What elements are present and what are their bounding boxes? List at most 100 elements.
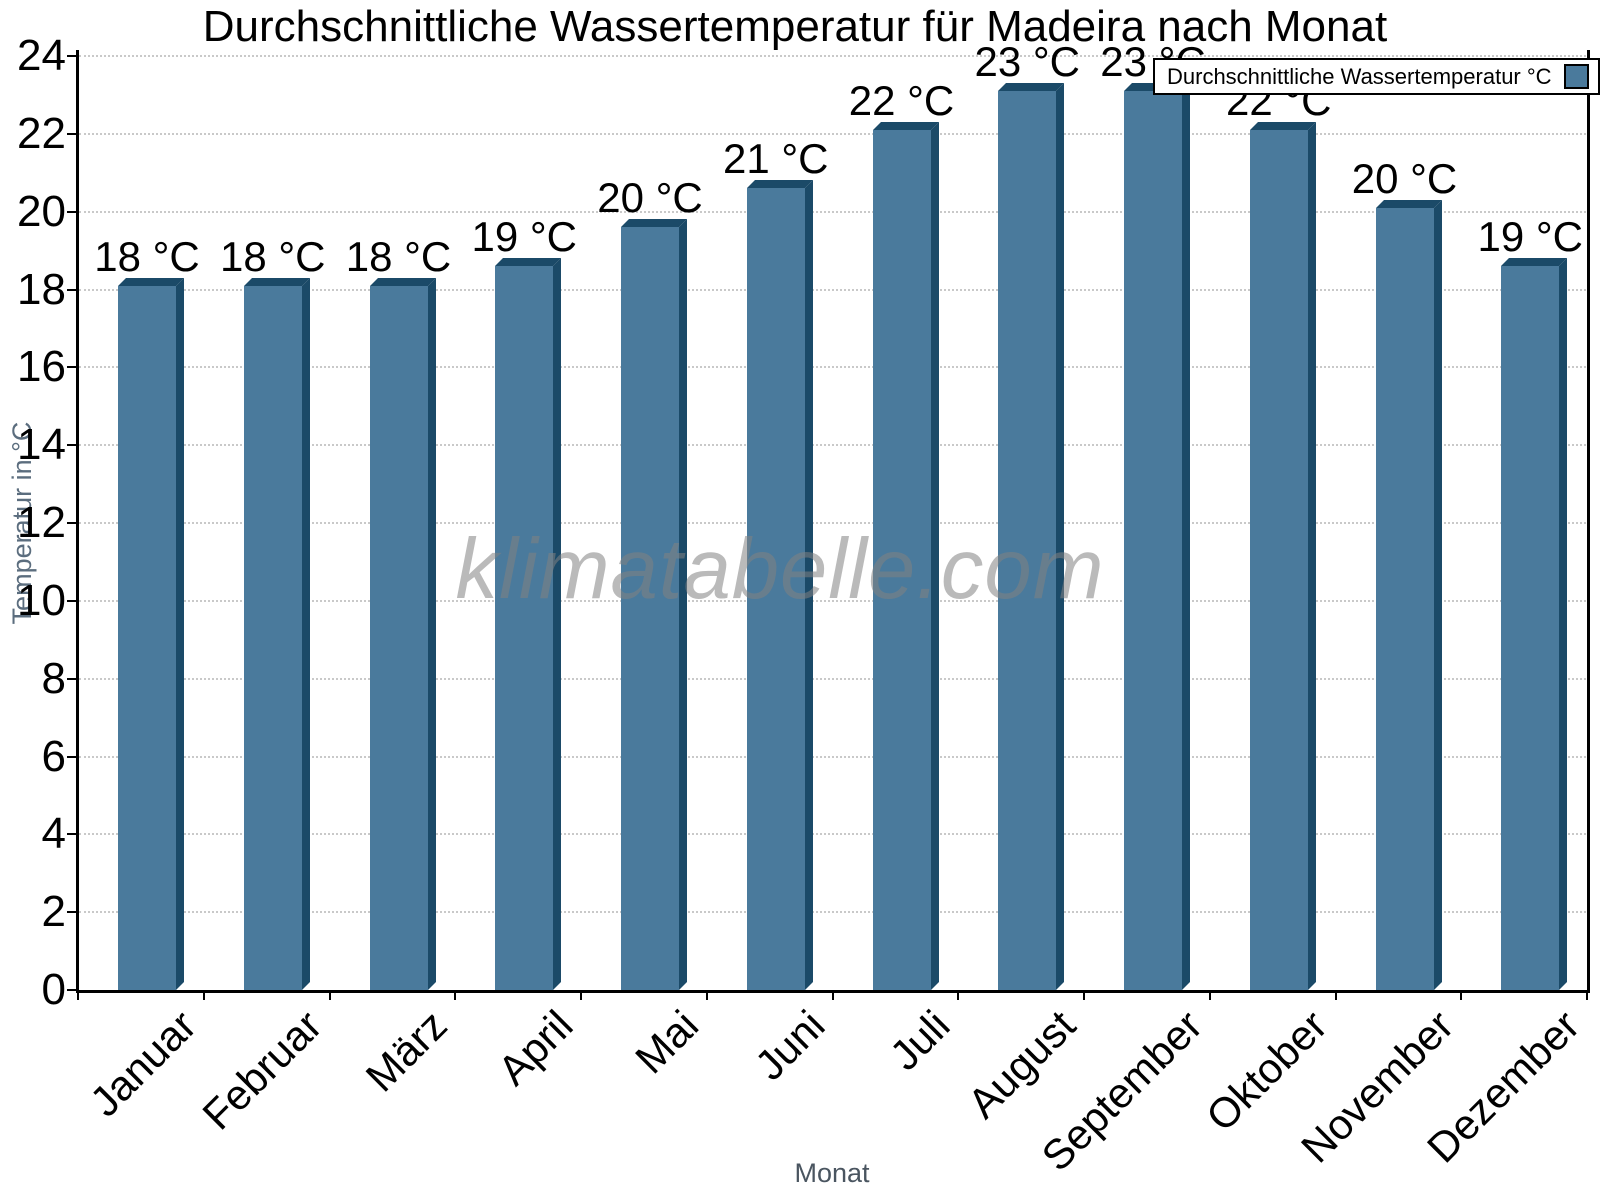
bar-november: 20 °C [1352, 155, 1457, 990]
x-tick [202, 991, 205, 1000]
y-tick-label: 2 [41, 887, 66, 937]
x-tick [1460, 991, 1463, 1000]
y-tick [67, 444, 77, 447]
y-axis-line [76, 50, 79, 993]
y-tick [67, 210, 77, 213]
legend[interactable]: Durchschnittliche Wassertemperatur °C [1153, 58, 1600, 95]
x-tick [580, 991, 582, 1000]
gridline-24 [79, 55, 1586, 57]
y-tick [67, 833, 77, 836]
x-category-label: August [959, 1001, 1085, 1127]
bar-front-face [998, 91, 1057, 990]
y-tick-label: 16 [17, 342, 66, 392]
y-tick-label: 18 [17, 264, 66, 314]
gridline-14 [79, 444, 1586, 447]
plot-right-border [1587, 50, 1590, 993]
x-axis-title: Monat [794, 1158, 870, 1188]
gridline-8 [79, 677, 1586, 680]
bar-side-face [553, 258, 562, 990]
y-tick [67, 55, 77, 57]
value-label: 20 °C [1351, 154, 1458, 202]
gridline-20 [79, 210, 1586, 213]
gridline-2 [79, 911, 1586, 914]
y-tick-label: 8 [41, 653, 66, 703]
gridline-16 [79, 366, 1586, 369]
y-tick [67, 599, 77, 602]
x-tick [1083, 991, 1085, 1000]
y-tick [67, 911, 77, 914]
gridline-18 [79, 288, 1586, 291]
bar-side-face [1559, 258, 1568, 990]
legend-series-label: Durchschnittliche Wassertemperatur °C [1167, 63, 1552, 89]
x-tick [705, 991, 708, 1000]
x-tick [831, 991, 834, 1000]
x-tick [454, 991, 457, 1000]
bar-januar: 18 °C [94, 233, 200, 990]
y-tick [67, 366, 77, 369]
y-tick [67, 522, 77, 524]
watermark: klimatabelle.com [455, 522, 1105, 617]
gridline-6 [79, 755, 1586, 758]
y-tick-label: 12 [17, 498, 66, 547]
bar-side-face [427, 277, 436, 990]
y-tick [67, 677, 77, 680]
y-tick-label: 20 [17, 186, 66, 236]
y-tick-label: 10 [17, 575, 66, 625]
bar-front-face [1501, 266, 1560, 990]
bar-september: 23 °C [1100, 39, 1206, 990]
bar-side-face [301, 277, 310, 990]
y-tick [67, 288, 77, 291]
value-label: 18 °C [219, 232, 326, 280]
y-tick-label: 14 [17, 420, 66, 470]
bar-april: 19 °C [471, 214, 577, 990]
bar-front-face [118, 285, 176, 990]
x-category-label: Januar [80, 1001, 205, 1126]
bar-front-face [746, 188, 805, 990]
chart-title: Durchschnittliche Wassertemperatur für M… [202, 2, 1388, 51]
y-tick-label: 24 [17, 31, 66, 80]
value-label: 18 °C [345, 232, 452, 280]
value-label: 19 °C [471, 213, 577, 261]
y-tick [67, 755, 77, 758]
y-tick [67, 132, 77, 135]
bar-front-face [621, 227, 679, 990]
value-label: 18 °C [94, 232, 200, 280]
value-label: 19 °C [1477, 213, 1583, 261]
x-category-label: Juli [881, 1001, 960, 1080]
x-tick [328, 991, 331, 1000]
value-label: 22 °C [848, 76, 955, 124]
legend-swatch-icon [1563, 64, 1589, 89]
x-category-label: April [489, 1001, 582, 1094]
bar-front-face [1124, 91, 1182, 990]
gridline-22 [79, 132, 1586, 135]
value-label: 21 °C [722, 135, 829, 183]
bar-front-face [872, 129, 931, 990]
x-category-label: Juni [745, 1001, 834, 1090]
bar-maerz: 18 °C [346, 233, 451, 990]
bar-februar: 18 °C [220, 233, 326, 990]
bar-front-face [243, 285, 302, 990]
bar-mai: 20 °C [597, 175, 703, 990]
bar-juni: 21 °C [723, 136, 829, 990]
value-label: 20 °C [597, 174, 703, 222]
bar-juli: 22 °C [849, 77, 954, 990]
x-category-label: März [356, 1001, 457, 1101]
y-tick-label: 0 [41, 965, 66, 1014]
x-tick [1334, 991, 1337, 1000]
y-tick-label: 4 [41, 809, 66, 859]
bar-front-face [369, 285, 428, 990]
x-axis-line [76, 990, 1590, 993]
y-tick-label: 22 [17, 108, 66, 158]
y-tick-label: 6 [41, 731, 66, 781]
y-tick [67, 989, 77, 991]
x-tick [1208, 991, 1211, 1000]
bar-dezember: 19 °C [1477, 214, 1583, 990]
x-tick [1586, 991, 1588, 1000]
x-tick [77, 991, 79, 1000]
gridline-12 [79, 522, 1586, 524]
bar-august: 23 °C [974, 39, 1080, 990]
x-category-label: Mai [626, 1001, 708, 1083]
bar-front-face [495, 266, 554, 990]
